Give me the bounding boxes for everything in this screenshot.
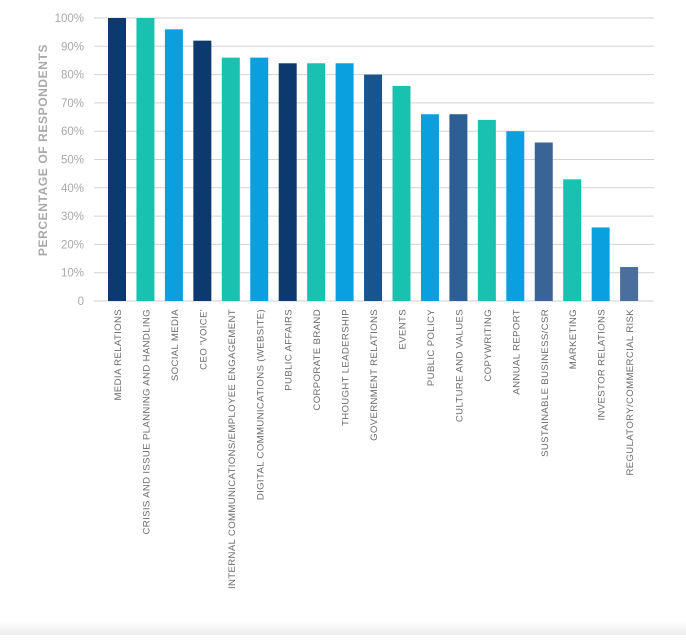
y-tick-label: 90% [61,41,84,53]
category-label: GOVERNMENT RELATIONS [369,309,380,441]
bars [108,18,639,302]
y-tick-label: 30% [61,211,84,223]
bar [392,85,411,301]
bar [420,114,439,301]
bar [506,131,525,301]
bottom-fade [0,621,686,635]
bar [364,74,383,301]
bar [193,40,212,301]
category-label: SOCIAL MEDIA [170,309,181,381]
bar [563,179,582,301]
y-tick-label: 80% [61,70,84,82]
bar [250,57,269,302]
category-label: CRISIS AND ISSUE PLANNING AND HANDLING [141,309,152,534]
category-label: COPYWRITING [483,309,494,382]
bar [108,18,126,301]
y-tick-label: 0 [78,296,84,308]
category-label: INTERNAL COMMUNICATIONS/EMPLOYEE ENGAGEM… [227,309,238,589]
category-label: CULTURE AND VALUES [454,309,465,422]
bar [534,142,553,301]
y-tick-labels: 0 10% 20% 30% 40% 50% 60% 70% 80% 90% 100% [55,13,84,308]
bar [278,63,297,301]
bar [335,63,354,301]
bar [477,119,496,301]
y-tick-label: 10% [61,268,84,280]
category-label: INVESTOR RELATIONS [597,309,608,421]
category-label: CEO 'VOICE' [198,309,209,370]
category-label: DIGITAL COMMUNICATIONS (WEBSITE) [255,309,266,500]
category-label: CORPORATE BRAND [312,309,323,411]
category-label: SUSTAINABLE BUSINESS/CSR [540,309,551,457]
category-label: THOUGHT LEADERSHIP [341,309,352,426]
y-tick-label: 20% [61,239,84,251]
category-label: EVENTS [398,309,409,349]
y-tick-label: 100% [55,13,84,25]
category-label: ANNUAL REPORT [511,309,522,395]
bar [136,18,155,301]
bar [620,267,639,301]
y-tick-label: 50% [61,155,84,167]
category-label: REGULATORY/COMMERCIAL RISK [625,309,636,476]
bar [449,114,468,301]
y-tick-label: 40% [61,183,84,195]
bar [307,63,326,301]
y-tick-label: 60% [61,126,84,138]
bar [221,57,240,302]
bar [164,29,183,301]
category-label: PUBLIC AFFAIRS [284,309,295,391]
category-labels: MEDIA RELATIONS CRISIS AND ISSUE PLANNING… [113,309,636,589]
bar [591,227,610,301]
category-label: MEDIA RELATIONS [113,309,124,400]
category-label: MARKETING [568,309,579,369]
category-label: PUBLIC POLICY [426,309,437,386]
y-axis-title: PERCENTAGE OF RESPONDENTS [36,44,50,256]
y-tick-label: 70% [61,98,84,110]
